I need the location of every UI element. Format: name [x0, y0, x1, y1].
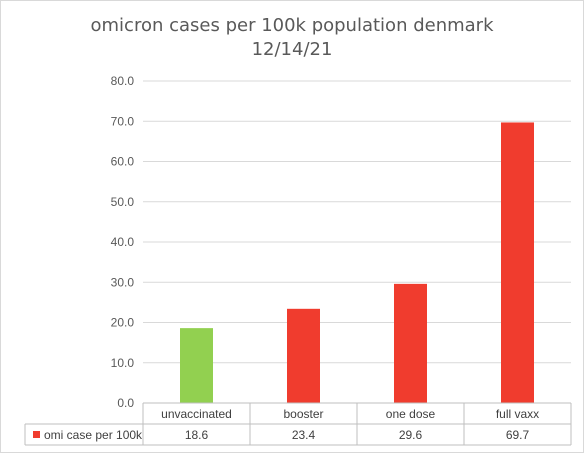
y-tick-label: 70.0 [111, 114, 135, 128]
y-tick-label: 60.0 [111, 155, 135, 169]
bar [394, 283, 427, 403]
legend-label: omi case per 100k [44, 428, 143, 442]
x-category-label: full vaxx [496, 407, 539, 421]
x-category-label: unvaccinated [161, 407, 232, 421]
y-tick-label: 80.0 [111, 74, 135, 88]
data-label: 18.6 [185, 428, 209, 442]
y-tick-label: 40.0 [111, 235, 135, 249]
x-category-label: one dose [386, 407, 436, 421]
y-tick-label: 0.0 [117, 396, 134, 410]
bar [501, 122, 534, 404]
y-tick-label: 20.0 [111, 316, 135, 330]
chart-title: omicron cases per 100k population denmar… [90, 15, 494, 36]
bar [180, 328, 213, 403]
data-label: 23.4 [292, 428, 316, 442]
y-tick-label: 50.0 [111, 195, 135, 209]
bar [287, 308, 320, 403]
data-label: 29.6 [399, 428, 423, 442]
legend-swatch [33, 431, 40, 438]
x-category-label: booster [283, 407, 323, 421]
y-tick-label: 30.0 [111, 275, 135, 289]
y-tick-label: 10.0 [111, 356, 135, 370]
data-label: 69.7 [506, 428, 530, 442]
chart-subtitle: 12/14/21 [251, 39, 333, 60]
